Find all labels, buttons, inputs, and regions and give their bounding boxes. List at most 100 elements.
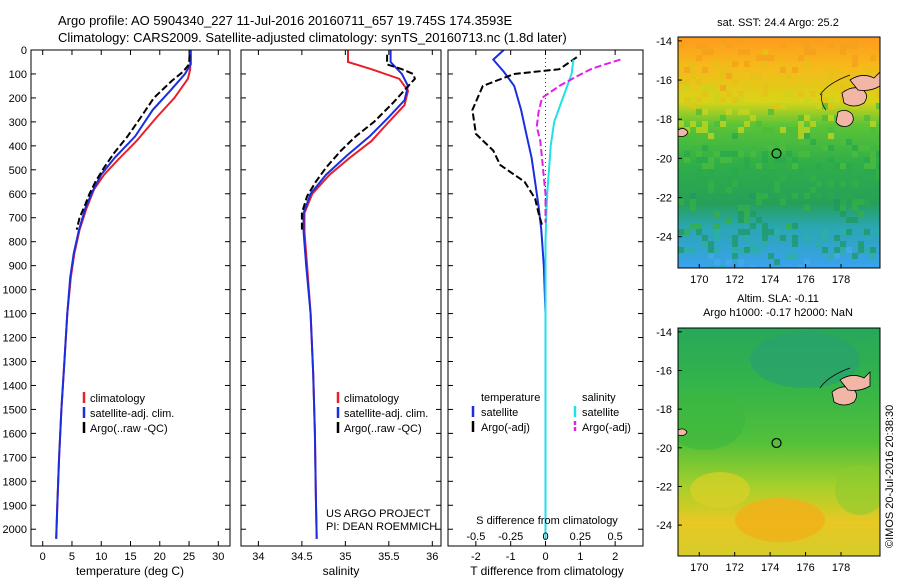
sst-pixel: [726, 157, 732, 163]
sst-pixel: [738, 151, 744, 157]
sst-pixel: [726, 109, 732, 115]
sst-pixel: [840, 85, 846, 91]
sst-pixel: [840, 247, 846, 253]
sla-low-patch: [750, 332, 860, 388]
sst-pixel: [762, 55, 768, 61]
sst-pixel: [684, 247, 690, 253]
sst-pixel: [816, 103, 822, 109]
sst-pixel: [702, 181, 708, 187]
sst-pixel: [726, 187, 732, 193]
island-vanua-levu: [849, 71, 880, 91]
sst-pixel: [732, 79, 738, 85]
sst-pixel: [708, 253, 714, 259]
sst-pixel: [696, 139, 702, 145]
island-vanua-levu: [839, 371, 871, 391]
sst-pixel: [744, 217, 750, 223]
sst-pixel: [726, 217, 732, 223]
sst-pixel: [690, 247, 696, 253]
sst-pixel: [702, 145, 708, 151]
sst-pixel: [870, 121, 876, 127]
sst-pixel: [852, 61, 858, 67]
sst-pixel: [732, 247, 738, 253]
sst-pixel: [744, 181, 750, 187]
lon-tick-label: 174: [761, 562, 779, 574]
sst-pixel: [786, 73, 792, 79]
sst-pixel: [768, 127, 774, 133]
sst-pixel: [726, 259, 732, 265]
island-west: [678, 128, 689, 137]
depth-tick-label: 400: [9, 141, 27, 153]
x-tick-label: 30: [212, 551, 224, 563]
sst-pixel: [804, 61, 810, 67]
sst-pixel: [840, 205, 846, 211]
sst-pixel: [708, 181, 714, 187]
sst-pixel: [786, 127, 792, 133]
sst-pixel: [768, 145, 774, 151]
sst-pixel: [846, 247, 852, 253]
sst-pixel: [678, 121, 684, 127]
sst-pixel: [696, 181, 702, 187]
sst-pixel: [702, 157, 708, 163]
sst-pixel: [684, 157, 690, 163]
sst-pixel: [738, 109, 744, 115]
island-south: [835, 110, 854, 127]
sst-pixel: [714, 91, 720, 97]
lat-tick-label: -22: [656, 481, 672, 493]
series-line-climatology: [303, 50, 410, 539]
sst-pixel: [720, 85, 726, 91]
sst-pixel: [852, 181, 858, 187]
x-tick-label: 10: [95, 551, 107, 563]
sst-pixel: [702, 49, 708, 55]
sst-pixel: [738, 91, 744, 97]
sst-pixel: [708, 163, 714, 169]
sst-pixel: [828, 145, 834, 151]
island-viti-levu: [841, 87, 867, 107]
sst-pixel: [828, 157, 834, 163]
sst-pixel: [756, 187, 762, 193]
x-tick-label: 0: [542, 551, 548, 563]
sst-pixel: [720, 115, 726, 121]
sst-pixel: [780, 199, 786, 205]
sst-pixel: [810, 121, 816, 127]
sst-pixel: [690, 61, 696, 67]
sst-pixel: [756, 193, 762, 199]
sst-pixel: [696, 79, 702, 85]
sst-pixel: [750, 241, 756, 247]
sst-pixel: [744, 133, 750, 139]
sst-coastlines: [678, 71, 880, 137]
reef-outline: [819, 367, 851, 389]
sst-pixel: [792, 193, 798, 199]
sst-pixel: [708, 133, 714, 139]
sst-pixel: [696, 127, 702, 133]
series-line-satellite-adj-clim: [55, 50, 192, 539]
sst-pixel: [690, 121, 696, 127]
sst-pixel: [774, 259, 780, 265]
legend-label-argo: Argo(..raw -QC): [90, 423, 168, 435]
sst-pixel: [828, 73, 834, 79]
sst-pixel: [708, 241, 714, 247]
sst-pixel: [714, 121, 720, 127]
sst-pixel: [804, 43, 810, 49]
sst-pixel: [678, 79, 684, 85]
sst-pixel: [678, 229, 684, 235]
sst-pixel: [798, 169, 804, 175]
sst-map-title: sat. SST: 24.4 Argo: 25.2: [717, 17, 839, 29]
sst-pixel: [828, 253, 834, 259]
sst-pixel: [762, 229, 768, 235]
lon-tick-label: 178: [832, 274, 850, 286]
sst-pixel: [876, 103, 880, 109]
legend-label-temp-satellite: satellite: [481, 407, 518, 419]
sst-pixel: [870, 163, 876, 169]
sst-pixel: [780, 139, 786, 145]
legend-label-satellite: satellite-adj. clim.: [90, 408, 174, 420]
sst-pixel: [720, 97, 726, 103]
sla-coastlines: [678, 367, 871, 436]
legend-header-temperature: temperature: [481, 392, 540, 404]
sst-pixel: [738, 259, 744, 265]
temperature-panel: 0100200300400500600700800900100011001200…: [3, 45, 643, 578]
series-line-climatology: [55, 50, 192, 539]
sst-latitude-axis: -14 -16 -18 -20 -22 -24: [656, 36, 682, 244]
sst-pixel: [738, 217, 744, 223]
lat-tick-label: -22: [656, 193, 672, 205]
series-line-argo-raw-qc: [300, 54, 417, 230]
